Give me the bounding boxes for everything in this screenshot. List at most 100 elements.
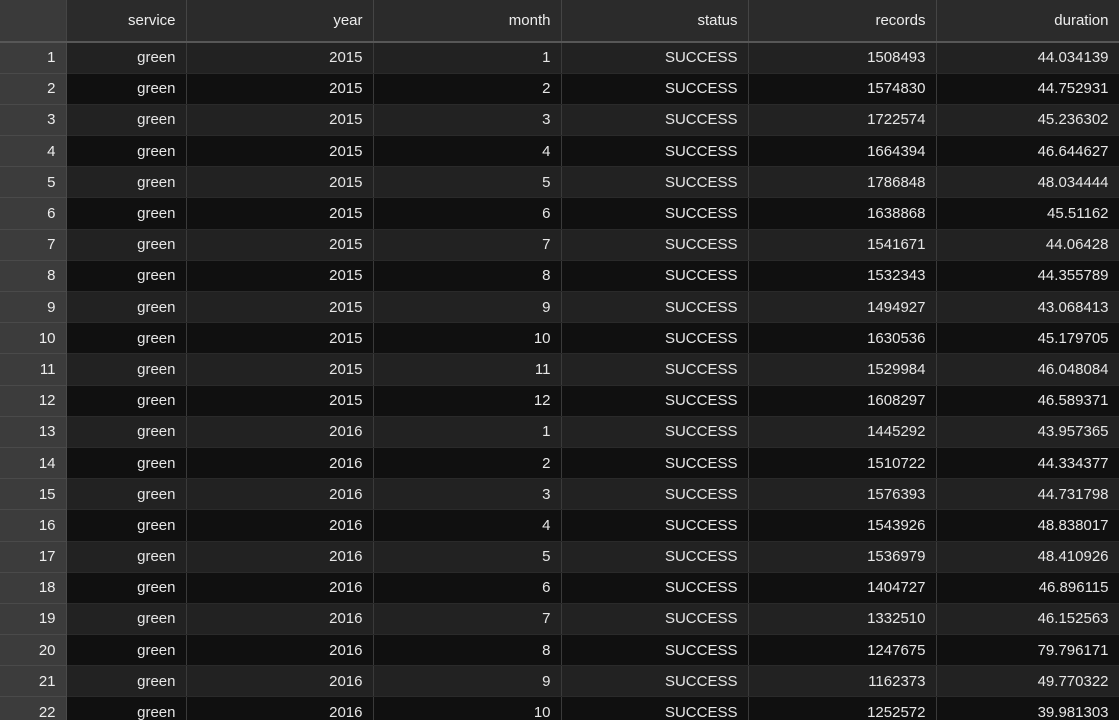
year-cell[interactable]: 2015 <box>186 73 374 105</box>
row-index-cell[interactable]: 8 <box>0 260 67 293</box>
row-index-cell[interactable]: 20 <box>0 634 67 667</box>
duration-cell[interactable]: 44.334377 <box>936 447 1119 480</box>
row-index-cell[interactable]: 14 <box>0 447 67 480</box>
records-cell[interactable]: 1532343 <box>748 260 937 293</box>
records-cell[interactable]: 1252572 <box>748 696 937 720</box>
row-index-cell[interactable]: 10 <box>0 322 67 355</box>
table-row[interactable]: 16 green 2016 4 SUCCESS 1543926 48.838017 <box>0 509 1119 542</box>
row-index-cell[interactable]: 9 <box>0 291 67 324</box>
year-cell[interactable]: 2016 <box>186 634 374 667</box>
month-cell[interactable]: 5 <box>373 541 562 573</box>
month-cell[interactable]: 8 <box>373 634 562 667</box>
month-cell[interactable]: 10 <box>373 322 562 355</box>
table-row[interactable]: 18 green 2016 6 SUCCESS 1404727 46.896115 <box>0 572 1119 604</box>
month-cell[interactable]: 7 <box>373 603 562 636</box>
status-cell[interactable]: SUCCESS <box>561 197 749 230</box>
row-index-cell[interactable]: 13 <box>0 416 67 448</box>
service-cell[interactable]: green <box>66 416 187 448</box>
table-row[interactable]: 14 green 2016 2 SUCCESS 1510722 44.334377 <box>0 447 1119 480</box>
duration-cell[interactable]: 44.034139 <box>936 42 1119 74</box>
duration-cell[interactable]: 39.981303 <box>936 696 1119 720</box>
year-cell[interactable]: 2015 <box>186 353 374 386</box>
duration-cell[interactable]: 49.770322 <box>936 665 1119 698</box>
table-row[interactable]: 22 green 2016 10 SUCCESS 1252572 39.981303 <box>0 696 1119 720</box>
year-cell[interactable]: 2016 <box>186 665 374 698</box>
row-index-cell[interactable]: 22 <box>0 696 67 720</box>
records-cell[interactable]: 1541671 <box>748 229 937 261</box>
year-cell[interactable]: 2016 <box>186 447 374 480</box>
month-cell[interactable]: 7 <box>373 229 562 261</box>
status-cell[interactable]: SUCCESS <box>561 665 749 698</box>
status-cell[interactable]: SUCCESS <box>561 385 749 417</box>
records-cell[interactable]: 1529984 <box>748 353 937 386</box>
status-cell[interactable]: SUCCESS <box>561 634 749 667</box>
table-row[interactable]: 2 green 2015 2 SUCCESS 1574830 44.752931 <box>0 73 1119 105</box>
records-cell[interactable]: 1722574 <box>748 104 937 137</box>
duration-cell[interactable]: 44.731798 <box>936 478 1119 511</box>
month-cell[interactable]: 5 <box>373 166 562 199</box>
table-row[interactable]: 17 green 2016 5 SUCCESS 1536979 48.410926 <box>0 541 1119 573</box>
service-cell[interactable]: green <box>66 353 187 386</box>
table-row[interactable]: 10 green 2015 10 SUCCESS 1630536 45.179705 <box>0 322 1119 355</box>
year-cell[interactable]: 2016 <box>186 603 374 636</box>
row-index-cell[interactable]: 18 <box>0 572 67 604</box>
duration-cell[interactable]: 48.838017 <box>936 509 1119 542</box>
row-index-cell[interactable]: 15 <box>0 478 67 511</box>
table-row[interactable]: 6 green 2015 6 SUCCESS 1638868 45.51162 <box>0 197 1119 230</box>
service-cell[interactable]: green <box>66 447 187 480</box>
status-cell[interactable]: SUCCESS <box>561 696 749 720</box>
service-cell[interactable]: green <box>66 197 187 230</box>
duration-cell[interactable]: 44.06428 <box>936 229 1119 261</box>
records-cell[interactable]: 1494927 <box>748 291 937 324</box>
status-cell[interactable]: SUCCESS <box>561 572 749 604</box>
table-row[interactable]: 9 green 2015 9 SUCCESS 1494927 43.068413 <box>0 291 1119 324</box>
service-cell[interactable]: green <box>66 42 187 74</box>
year-cell[interactable]: 2015 <box>186 385 374 417</box>
month-cell[interactable]: 6 <box>373 197 562 230</box>
status-cell[interactable]: SUCCESS <box>561 541 749 573</box>
records-cell[interactable]: 1162373 <box>748 665 937 698</box>
table-row[interactable]: 4 green 2015 4 SUCCESS 1664394 46.644627 <box>0 135 1119 168</box>
column-header-records[interactable]: records <box>748 0 937 43</box>
status-cell[interactable]: SUCCESS <box>561 322 749 355</box>
records-cell[interactable]: 1576393 <box>748 478 937 511</box>
table-row[interactable]: 19 green 2016 7 SUCCESS 1332510 46.152563 <box>0 603 1119 636</box>
duration-cell[interactable]: 45.236302 <box>936 104 1119 137</box>
service-cell[interactable]: green <box>66 291 187 324</box>
duration-cell[interactable]: 44.355789 <box>936 260 1119 293</box>
status-cell[interactable]: SUCCESS <box>561 135 749 168</box>
row-index-cell[interactable]: 3 <box>0 104 67 137</box>
service-cell[interactable]: green <box>66 634 187 667</box>
row-index-cell[interactable]: 12 <box>0 385 67 417</box>
table-row[interactable]: 8 green 2015 8 SUCCESS 1532343 44.355789 <box>0 260 1119 293</box>
status-cell[interactable]: SUCCESS <box>561 478 749 511</box>
year-cell[interactable]: 2015 <box>186 135 374 168</box>
records-cell[interactable]: 1664394 <box>748 135 937 168</box>
column-header-year[interactable]: year <box>186 0 374 43</box>
table-row[interactable]: 5 green 2015 5 SUCCESS 1786848 48.034444 <box>0 166 1119 199</box>
records-cell[interactable]: 1247675 <box>748 634 937 667</box>
records-cell[interactable]: 1574830 <box>748 73 937 105</box>
year-cell[interactable]: 2016 <box>186 416 374 448</box>
records-cell[interactable]: 1508493 <box>748 42 937 74</box>
year-cell[interactable]: 2015 <box>186 104 374 137</box>
year-cell[interactable]: 2015 <box>186 42 374 74</box>
table-row[interactable]: 13 green 2016 1 SUCCESS 1445292 43.957365 <box>0 416 1119 448</box>
records-cell[interactable]: 1608297 <box>748 385 937 417</box>
year-cell[interactable]: 2016 <box>186 572 374 604</box>
column-header-service[interactable]: service <box>66 0 187 43</box>
status-cell[interactable]: SUCCESS <box>561 166 749 199</box>
status-cell[interactable]: SUCCESS <box>561 509 749 542</box>
service-cell[interactable]: green <box>66 104 187 137</box>
duration-cell[interactable]: 48.034444 <box>936 166 1119 199</box>
records-cell[interactable]: 1404727 <box>748 572 937 604</box>
month-cell[interactable]: 11 <box>373 353 562 386</box>
row-index-cell[interactable]: 1 <box>0 42 67 74</box>
row-index-cell[interactable]: 11 <box>0 353 67 386</box>
status-cell[interactable]: SUCCESS <box>561 104 749 137</box>
row-index-cell[interactable]: 17 <box>0 541 67 573</box>
duration-cell[interactable]: 46.048084 <box>936 353 1119 386</box>
service-cell[interactable]: green <box>66 229 187 261</box>
records-cell[interactable]: 1332510 <box>748 603 937 636</box>
